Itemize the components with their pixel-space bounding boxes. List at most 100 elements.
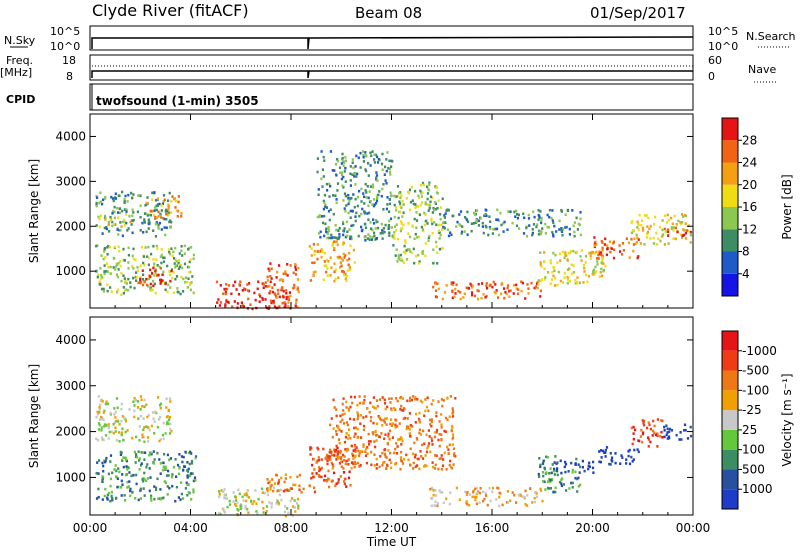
velocity-cell: [134, 399, 137, 402]
velocity-cell: [491, 490, 494, 494]
velocity-cell: [355, 446, 358, 449]
power-cell: [104, 197, 107, 200]
power-cell: [395, 223, 398, 226]
power-cell: [339, 261, 342, 265]
velocity-cell: [431, 496, 434, 500]
velocity-cell: [670, 429, 674, 432]
power-cell: [613, 248, 616, 252]
power-cell: [556, 283, 559, 287]
velocity-cell: [156, 451, 159, 455]
velocity-cell: [141, 433, 144, 436]
power-cell: [477, 219, 480, 223]
velocity-cell: [385, 417, 388, 420]
velocity-cell: [370, 450, 373, 454]
power-cell: [143, 218, 146, 221]
power-cell: [443, 216, 446, 219]
power-cell: [674, 237, 677, 241]
velocity-cell: [143, 458, 146, 461]
power-cell: [151, 209, 154, 213]
velocity-cell: [421, 457, 425, 460]
power-cell: [340, 257, 343, 260]
power-cell: [432, 285, 435, 289]
velocity-cell: [167, 469, 170, 473]
power-cell: [109, 215, 112, 219]
power-cell: [363, 235, 366, 239]
power-cell: [168, 191, 171, 195]
power-cell: [494, 283, 497, 286]
power-cell: [153, 282, 156, 286]
power-cell: [566, 275, 569, 279]
velocity-cell: [345, 421, 348, 424]
velocity-cell: [218, 490, 221, 493]
power-cell: [150, 252, 153, 256]
power-cell: [249, 303, 252, 306]
velocity-cell: [420, 455, 423, 458]
velocity-cell: [440, 413, 443, 416]
power-cell: [121, 190, 124, 194]
power-cell: [313, 261, 316, 265]
velocity-cell: [574, 463, 577, 466]
power-cell: [139, 229, 142, 232]
velocity-cell: [451, 433, 455, 436]
power-cell: [346, 269, 349, 272]
velocity-cell: [118, 431, 121, 434]
velocity-cell: [363, 398, 366, 402]
velocity-colorbar-label: 25: [742, 423, 757, 437]
velocity-cell: [341, 453, 345, 457]
power-cell: [275, 296, 278, 299]
power-colorbar-label: 4: [742, 267, 750, 281]
velocity-cell: [338, 428, 341, 432]
velocity-cell: [342, 409, 345, 412]
nsearch-tick-low: 10^0: [708, 40, 738, 53]
power-cell: [514, 215, 517, 218]
velocity-cell: [243, 493, 246, 496]
power-cell: [117, 245, 120, 249]
power-cell: [459, 224, 462, 227]
power-cell: [177, 290, 180, 294]
velocity-cell: [399, 407, 402, 411]
velocity-cell: [290, 487, 293, 490]
power-cell: [139, 215, 142, 219]
velocity-cell: [172, 465, 175, 469]
power-cell: [316, 250, 319, 253]
velocity-cell: [539, 463, 542, 467]
velocity-cell: [118, 440, 121, 443]
power-cell: [684, 237, 688, 240]
power-cell: [167, 205, 170, 208]
velocity-cell: [438, 489, 441, 492]
velocity-cell: [440, 468, 443, 471]
power-cell: [369, 199, 372, 203]
velocity-region-9: [598, 446, 640, 466]
velocity-cell: [404, 416, 407, 420]
velocity-cell: [346, 447, 349, 451]
velocity-cell: [647, 445, 650, 448]
velocity-cell: [449, 459, 452, 463]
power-cell: [430, 217, 433, 221]
velocity-cell: [388, 397, 391, 401]
power-region-5: [215, 280, 288, 311]
power-region-1: [98, 213, 132, 229]
power-cell: [376, 220, 379, 224]
power-cell: [293, 283, 296, 287]
power-cell: [589, 257, 592, 260]
velocity-cell: [363, 424, 366, 428]
power-cell: [636, 256, 639, 260]
power-cell: [329, 274, 332, 277]
velocity-cell: [97, 487, 100, 491]
velocity-cell: [556, 467, 559, 470]
power-cell: [631, 229, 635, 232]
power-cell: [621, 242, 625, 245]
velocity-cell: [282, 489, 285, 493]
power-cell: [436, 251, 439, 254]
velocity-cell: [640, 428, 643, 432]
power-colorbar-swatch: [722, 162, 738, 185]
power-cell: [131, 196, 134, 200]
power-cell: [559, 279, 562, 283]
velocity-cell: [620, 454, 623, 457]
power-cell: [494, 227, 497, 231]
velocity-cell: [666, 437, 669, 440]
velocity-cell: [293, 506, 296, 509]
power-cell: [554, 276, 557, 280]
velocity-cell: [143, 405, 146, 409]
power-cell: [323, 201, 326, 205]
